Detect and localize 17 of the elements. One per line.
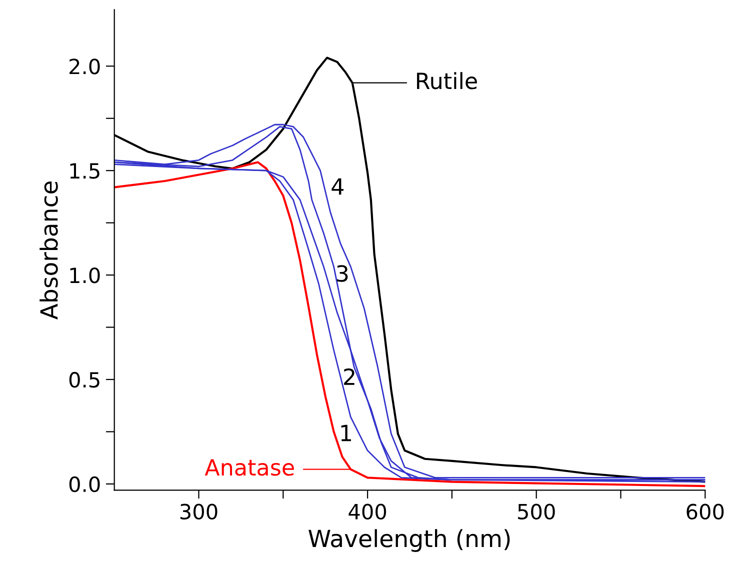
x-tick-label: 300 <box>180 504 218 520</box>
text: Anatase <box>204 459 294 476</box>
y-axis-title: Absorbance <box>40 181 58 320</box>
annotation: 4 <box>332 178 344 195</box>
y-tick-label: 1.5 <box>70 163 100 179</box>
legend-label: Rutile <box>417 72 477 90</box>
y-tick-label: 0.5 <box>69 372 100 388</box>
text: 0.0 <box>69 476 100 492</box>
x-tick-label: 400 <box>348 504 386 520</box>
x-tick-label: 600 <box>686 504 724 520</box>
y-tick-label: 2.0 <box>70 58 100 74</box>
annotation: 1 <box>341 424 351 442</box>
x-axis-title: Wavelength (nm) <box>308 529 510 552</box>
x-tick-label: 500 <box>518 504 555 520</box>
annotation: 3 <box>337 265 348 282</box>
y-tick-label: 1.0 <box>70 267 100 284</box>
annotation: 2 <box>344 368 354 385</box>
